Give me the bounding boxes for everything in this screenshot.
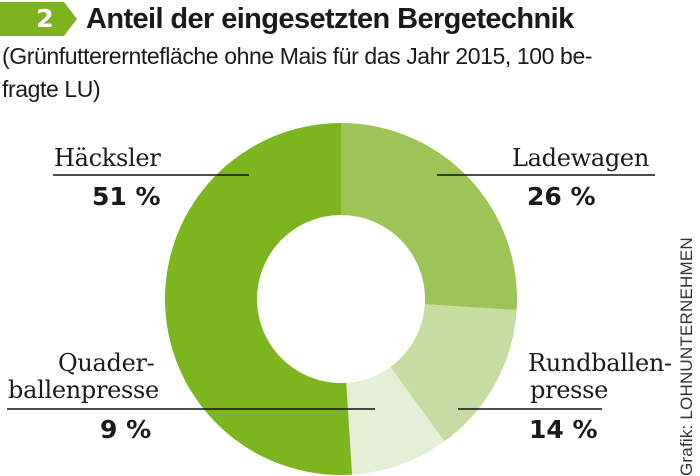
slice-value-ladewagen: 26 %: [527, 182, 596, 211]
graphic-credit: Grafik: LOHNUNTERNEHMEN: [677, 237, 696, 476]
leader-lines: [7, 174, 655, 410]
donut-slices: [165, 123, 517, 475]
slice-label-ladewagen: Ladewagen: [512, 144, 649, 172]
slice-value-rundballenpresse: 14 %: [529, 415, 598, 444]
slice-label-rundballenpresse-line-2: presse: [530, 376, 609, 404]
slice-value-haecksler: 51 %: [92, 182, 161, 211]
chart-subtitle: (Grünfuttererntefläche ohne Mais für das…: [2, 40, 662, 106]
subtitle-line-2: fragte LU): [2, 76, 101, 102]
subtitle-line-1: (Grünfuttererntefläche ohne Mais für das…: [2, 43, 593, 69]
figure-number-badge: 2: [0, 2, 78, 36]
figure-number: 2: [36, 4, 54, 33]
slice-label-quaderballenpresse-line-2: ballenpresse: [8, 376, 159, 404]
badge-shape: [0, 2, 77, 36]
donut-slice-quaderballenpresse: [346, 366, 445, 475]
chart-title: Anteil der eingesetzten Bergetechnik: [86, 3, 574, 35]
slice-label-rundballenpresse-line-1: Rundballen-: [528, 349, 672, 377]
slice-label-quaderballenpresse-line-1: Quader-: [58, 349, 155, 377]
donut-slice-haecksler: [165, 123, 353, 475]
slice-label-haecksler: Häcksler: [54, 144, 161, 172]
slice-value-quaderballenpresse: 9 %: [100, 415, 152, 444]
donut-slice-rundballenpresse: [390, 304, 517, 442]
badge-arrow-shape: [0, 2, 77, 36]
donut-slice-ladewagen: [341, 123, 517, 311]
